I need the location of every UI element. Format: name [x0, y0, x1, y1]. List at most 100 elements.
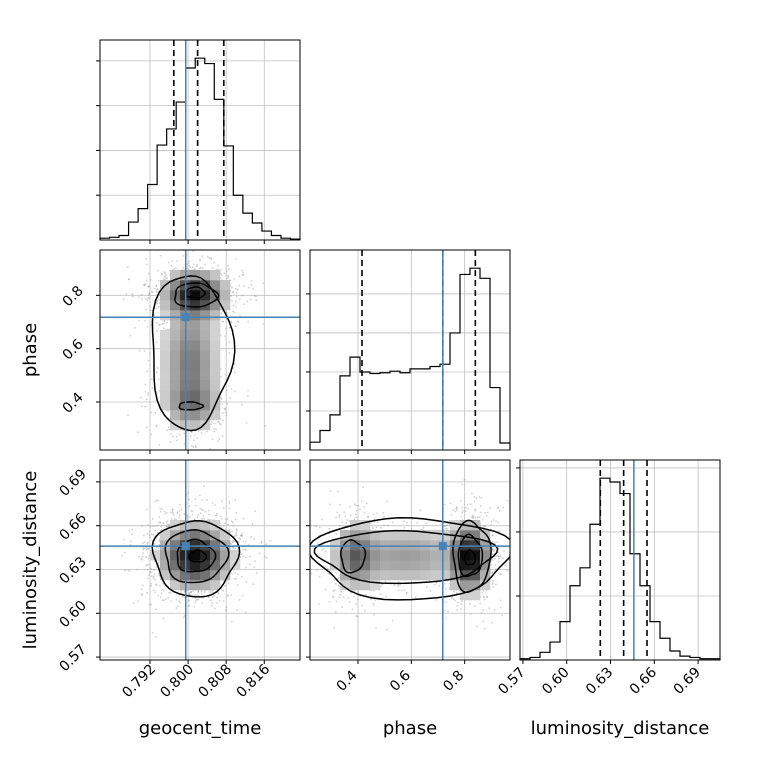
sample-point [191, 513, 194, 516]
sample-point [233, 390, 236, 393]
sample-point [141, 593, 144, 596]
density-cell [190, 560, 201, 571]
sample-point [254, 560, 256, 563]
sample-point [230, 620, 233, 623]
sample-point [342, 596, 345, 599]
sample-point [425, 522, 428, 525]
sample-point [478, 496, 481, 498]
sample-point [187, 605, 190, 608]
sample-point [469, 503, 472, 506]
density-cell [170, 360, 181, 371]
density-cell [210, 370, 221, 381]
sample-point [242, 273, 245, 276]
sample-point [232, 546, 235, 549]
sample-point [305, 503, 307, 505]
plot-area [310, 250, 510, 450]
sample-point [127, 569, 130, 571]
sample-point [163, 278, 165, 281]
sample-point [209, 590, 211, 592]
sample-point [231, 573, 234, 575]
sample-point [130, 533, 133, 536]
density-cell [200, 550, 211, 561]
sample-point [393, 584, 396, 587]
density-cell [350, 550, 361, 561]
density-cell [420, 540, 431, 551]
sample-point [435, 581, 438, 584]
density-cell [480, 540, 491, 551]
sample-point [142, 548, 145, 551]
sample-point [155, 301, 158, 304]
sample-point [233, 535, 236, 537]
y-axis-label-phase: phase [20, 323, 41, 377]
sample-point [473, 501, 476, 503]
sample-point [234, 305, 237, 308]
sample-point [171, 508, 174, 511]
sample-point [149, 309, 152, 312]
sample-point [262, 282, 265, 285]
density-cell [200, 320, 211, 331]
density-cell [360, 560, 371, 571]
sample-point [225, 317, 228, 320]
sample-point [226, 517, 229, 520]
density-cell [210, 560, 221, 571]
sample-point [335, 516, 337, 519]
density-cell [340, 560, 351, 571]
sample-point [222, 589, 225, 592]
density-cell [400, 540, 411, 551]
sample-point [230, 388, 233, 390]
sample-point [455, 609, 458, 611]
sample-point [156, 288, 159, 291]
sample-point [355, 516, 358, 519]
sample-point [225, 414, 228, 417]
sample-point [375, 512, 378, 515]
density-cell [460, 540, 471, 551]
sample-point [242, 271, 244, 274]
sample-point [473, 605, 476, 608]
sample-point [453, 590, 455, 593]
sample-point [503, 550, 505, 553]
sample-point [159, 510, 162, 513]
sample-point [145, 258, 148, 260]
sample-point [166, 525, 168, 528]
sample-point [154, 500, 157, 503]
sample-point [254, 510, 257, 513]
sample-point [489, 507, 492, 510]
sample-point [146, 296, 149, 299]
sample-point [383, 524, 385, 527]
axes-frame [309, 249, 511, 451]
sample-point [454, 599, 457, 602]
sample-point [227, 523, 229, 526]
sample-point [228, 502, 231, 505]
sample-point [211, 501, 214, 504]
sample-point [422, 526, 425, 529]
sample-point [260, 541, 263, 544]
sample-point [235, 532, 238, 535]
density-cell [340, 580, 351, 591]
truth-marker [438, 542, 447, 551]
sample-point [188, 505, 191, 507]
sample-point [196, 265, 198, 268]
sample-point [333, 578, 336, 581]
sample-point [328, 600, 331, 603]
sample-point [152, 577, 155, 580]
sample-point [244, 548, 247, 551]
sample-point [373, 613, 375, 616]
sample-point [217, 420, 219, 423]
sample-point [182, 254, 185, 257]
sample-point [480, 496, 483, 499]
sample-point [483, 627, 486, 630]
sample-point [152, 525, 154, 527]
sample-point [482, 596, 485, 598]
sample-point [194, 601, 197, 604]
sample-point [156, 300, 159, 303]
density-cell [400, 570, 411, 581]
density-cell [200, 350, 211, 361]
sample-point [472, 517, 475, 520]
sample-point [187, 262, 190, 265]
sample-point [199, 259, 201, 262]
sample-point [471, 514, 474, 517]
sample-point [227, 594, 229, 596]
sample-point [497, 560, 500, 563]
sample-point [220, 376, 222, 378]
sample-point [126, 266, 129, 269]
